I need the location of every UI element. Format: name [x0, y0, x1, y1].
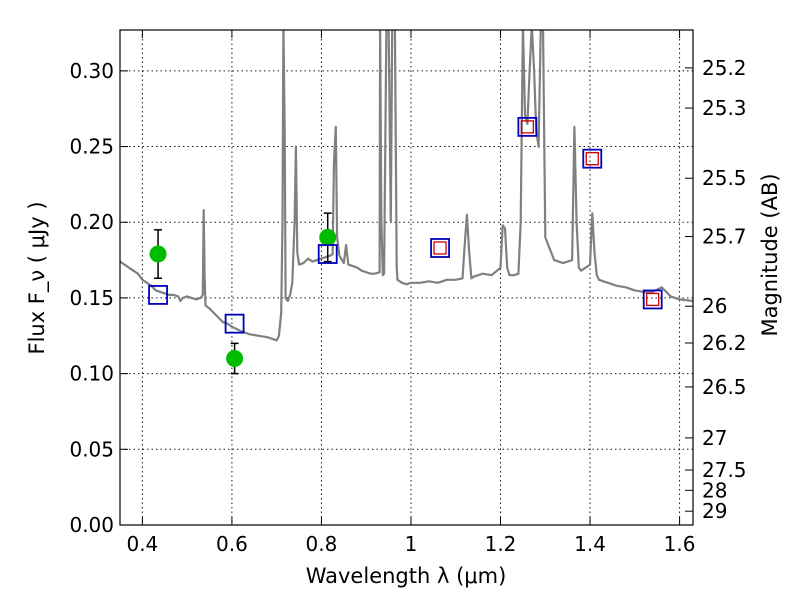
y-tick-label: 0.15 [69, 286, 114, 310]
y-tick-label: 0.20 [69, 210, 114, 234]
blue-square-marker [642, 289, 663, 310]
y-tick-label: 0.00 [69, 513, 114, 537]
plot-frame [119, 29, 694, 526]
x-tick-label: 0.6 [216, 532, 248, 556]
right-tick-label: 25.7 [702, 225, 747, 249]
model-spectrum-line [120, 30, 693, 342]
blue-square-marker [517, 116, 538, 137]
blue-square-marker [317, 244, 338, 264]
x-tick-label: 0.8 [306, 532, 338, 556]
red-square-marker [433, 241, 447, 255]
y-tick-label: 0.25 [69, 135, 114, 159]
observed-point [319, 228, 337, 246]
observed-point [149, 245, 167, 263]
right-tick-label: 26 [702, 294, 727, 318]
x-tick-label: 1.4 [574, 532, 606, 556]
red-square-marker [646, 292, 660, 307]
right-tick-label: 25.5 [702, 166, 747, 190]
right-tick-label: 27 [702, 426, 727, 450]
red-square-marker [585, 152, 599, 166]
x-tick-label: 1.2 [485, 532, 517, 556]
right-tick-label: 25.2 [702, 56, 747, 80]
x-tick-label: 0.4 [126, 532, 158, 556]
right-tick-label: 26.2 [702, 331, 747, 355]
y-axis-label: Flux F_ν ( μJy ) [25, 201, 50, 354]
blue-square-marker [430, 238, 450, 258]
x-tick-label: 1 [405, 532, 418, 556]
y-tick-label: 0.05 [69, 437, 114, 461]
blue-square-marker [148, 285, 168, 305]
grid [120, 30, 693, 526]
right-tick-label: 29 [702, 499, 727, 523]
blue-square-marker [224, 313, 245, 334]
data-layer [120, 30, 693, 375]
right-tick-label: 27.5 [702, 458, 747, 482]
blue-square-marker [582, 148, 603, 169]
ticks: 0.4 0.6 0.8 1 1.2 1.4 1.6 0.00 0.05 0.10 0.15 0.20 0… [69, 30, 747, 556]
right-tick-label: 28 [702, 478, 727, 502]
observed-point [226, 349, 244, 367]
y-tick-label: 0.30 [69, 59, 114, 83]
x-tick-label: 1.6 [664, 532, 696, 556]
x-axis-label: Wavelength λ (μm) [306, 564, 507, 588]
right-axis-label: Magnitude (AB) [758, 173, 782, 336]
right-tick-label: 26.5 [702, 375, 747, 399]
y-tick-label: 0.10 [69, 362, 114, 386]
right-tick-label: 25.3 [702, 96, 747, 120]
red-square-marker [520, 120, 535, 134]
